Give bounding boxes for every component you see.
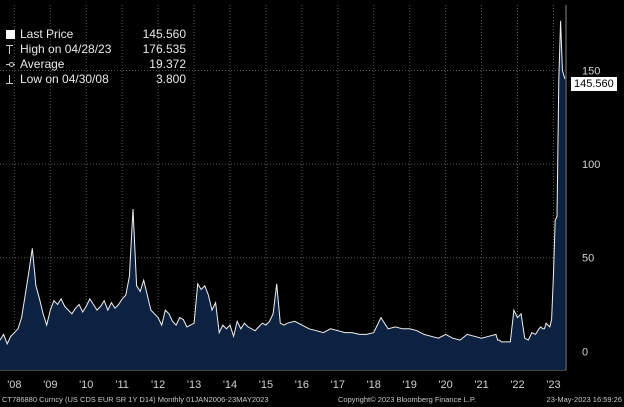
footer-timestamp: 23-May-2023 16:59:26 <box>546 395 622 404</box>
legend-label: Last Price <box>20 27 74 41</box>
area-series <box>0 20 566 371</box>
y-tick-label: 100 <box>582 159 600 171</box>
average-marker-icon <box>6 60 15 69</box>
x-tick-label: '12 <box>151 379 165 391</box>
legend-average: Average 19.372 <box>6 57 186 72</box>
high-marker-icon <box>6 45 13 54</box>
footer-ticker: CT786880 Curncy (US CDS EUR SR 1Y D14) M… <box>2 395 269 404</box>
x-tick-label: '17 <box>331 379 345 391</box>
last-price-badge: 145.560 <box>571 77 617 91</box>
legend-last-price: Last Price 145.560 <box>6 27 186 42</box>
x-tick-label: '16 <box>295 379 309 391</box>
low-marker-icon <box>6 75 13 84</box>
x-tick-label: '11 <box>115 379 129 391</box>
x-tick-label: '08 <box>7 379 21 391</box>
legend-value: 19.372 <box>149 57 186 71</box>
legend-label: Low on 04/30/08 <box>20 72 109 86</box>
legend: Last Price 145.560 High on 04/28/23 176.… <box>6 27 186 87</box>
area-fill <box>0 20 565 371</box>
footer: CT786880 Curncy (US CDS EUR SR 1Y D14) M… <box>0 395 624 407</box>
x-tick-label: '20 <box>438 379 452 391</box>
y-tick-label: 0 <box>582 346 588 358</box>
legend-value: 176.535 <box>142 42 186 56</box>
x-tick-label: '14 <box>223 379 237 391</box>
legend-value: 145.560 <box>142 27 186 41</box>
x-tick-label: '18 <box>367 379 381 391</box>
footer-copyright: Copyright© 2023 Bloomberg Finance L.P. <box>338 395 476 404</box>
y-tick-label: 150 <box>582 66 600 78</box>
legend-low: Low on 04/30/08 3.800 <box>6 72 186 87</box>
x-tick-label: '13 <box>187 379 201 391</box>
series-line <box>0 20 566 346</box>
y-axis-labels: 0 50 100 150 <box>582 66 600 359</box>
x-tick-label: '22 <box>510 379 524 391</box>
x-tick-label: '09 <box>43 379 57 391</box>
x-tick-label: '15 <box>259 379 273 391</box>
square-icon <box>6 30 15 39</box>
x-tick-label: '21 <box>474 379 488 391</box>
x-tick-label: '19 <box>403 379 417 391</box>
x-tick-label: '23 <box>546 379 560 391</box>
legend-value: 3.800 <box>155 72 186 86</box>
legend-label: Average <box>20 57 65 71</box>
x-axis-labels: '08 '09 '10 '11 '12 '13 '14 '15 '16 '17 '18 '19 '20 '… <box>7 379 560 391</box>
x-tick-label: '10 <box>79 379 93 391</box>
legend-label: High on 04/28/23 <box>20 42 112 56</box>
grid-lines <box>0 5 567 371</box>
legend-high: High on 04/28/23 176.535 <box>6 42 186 57</box>
y-tick-label: 50 <box>582 253 594 265</box>
